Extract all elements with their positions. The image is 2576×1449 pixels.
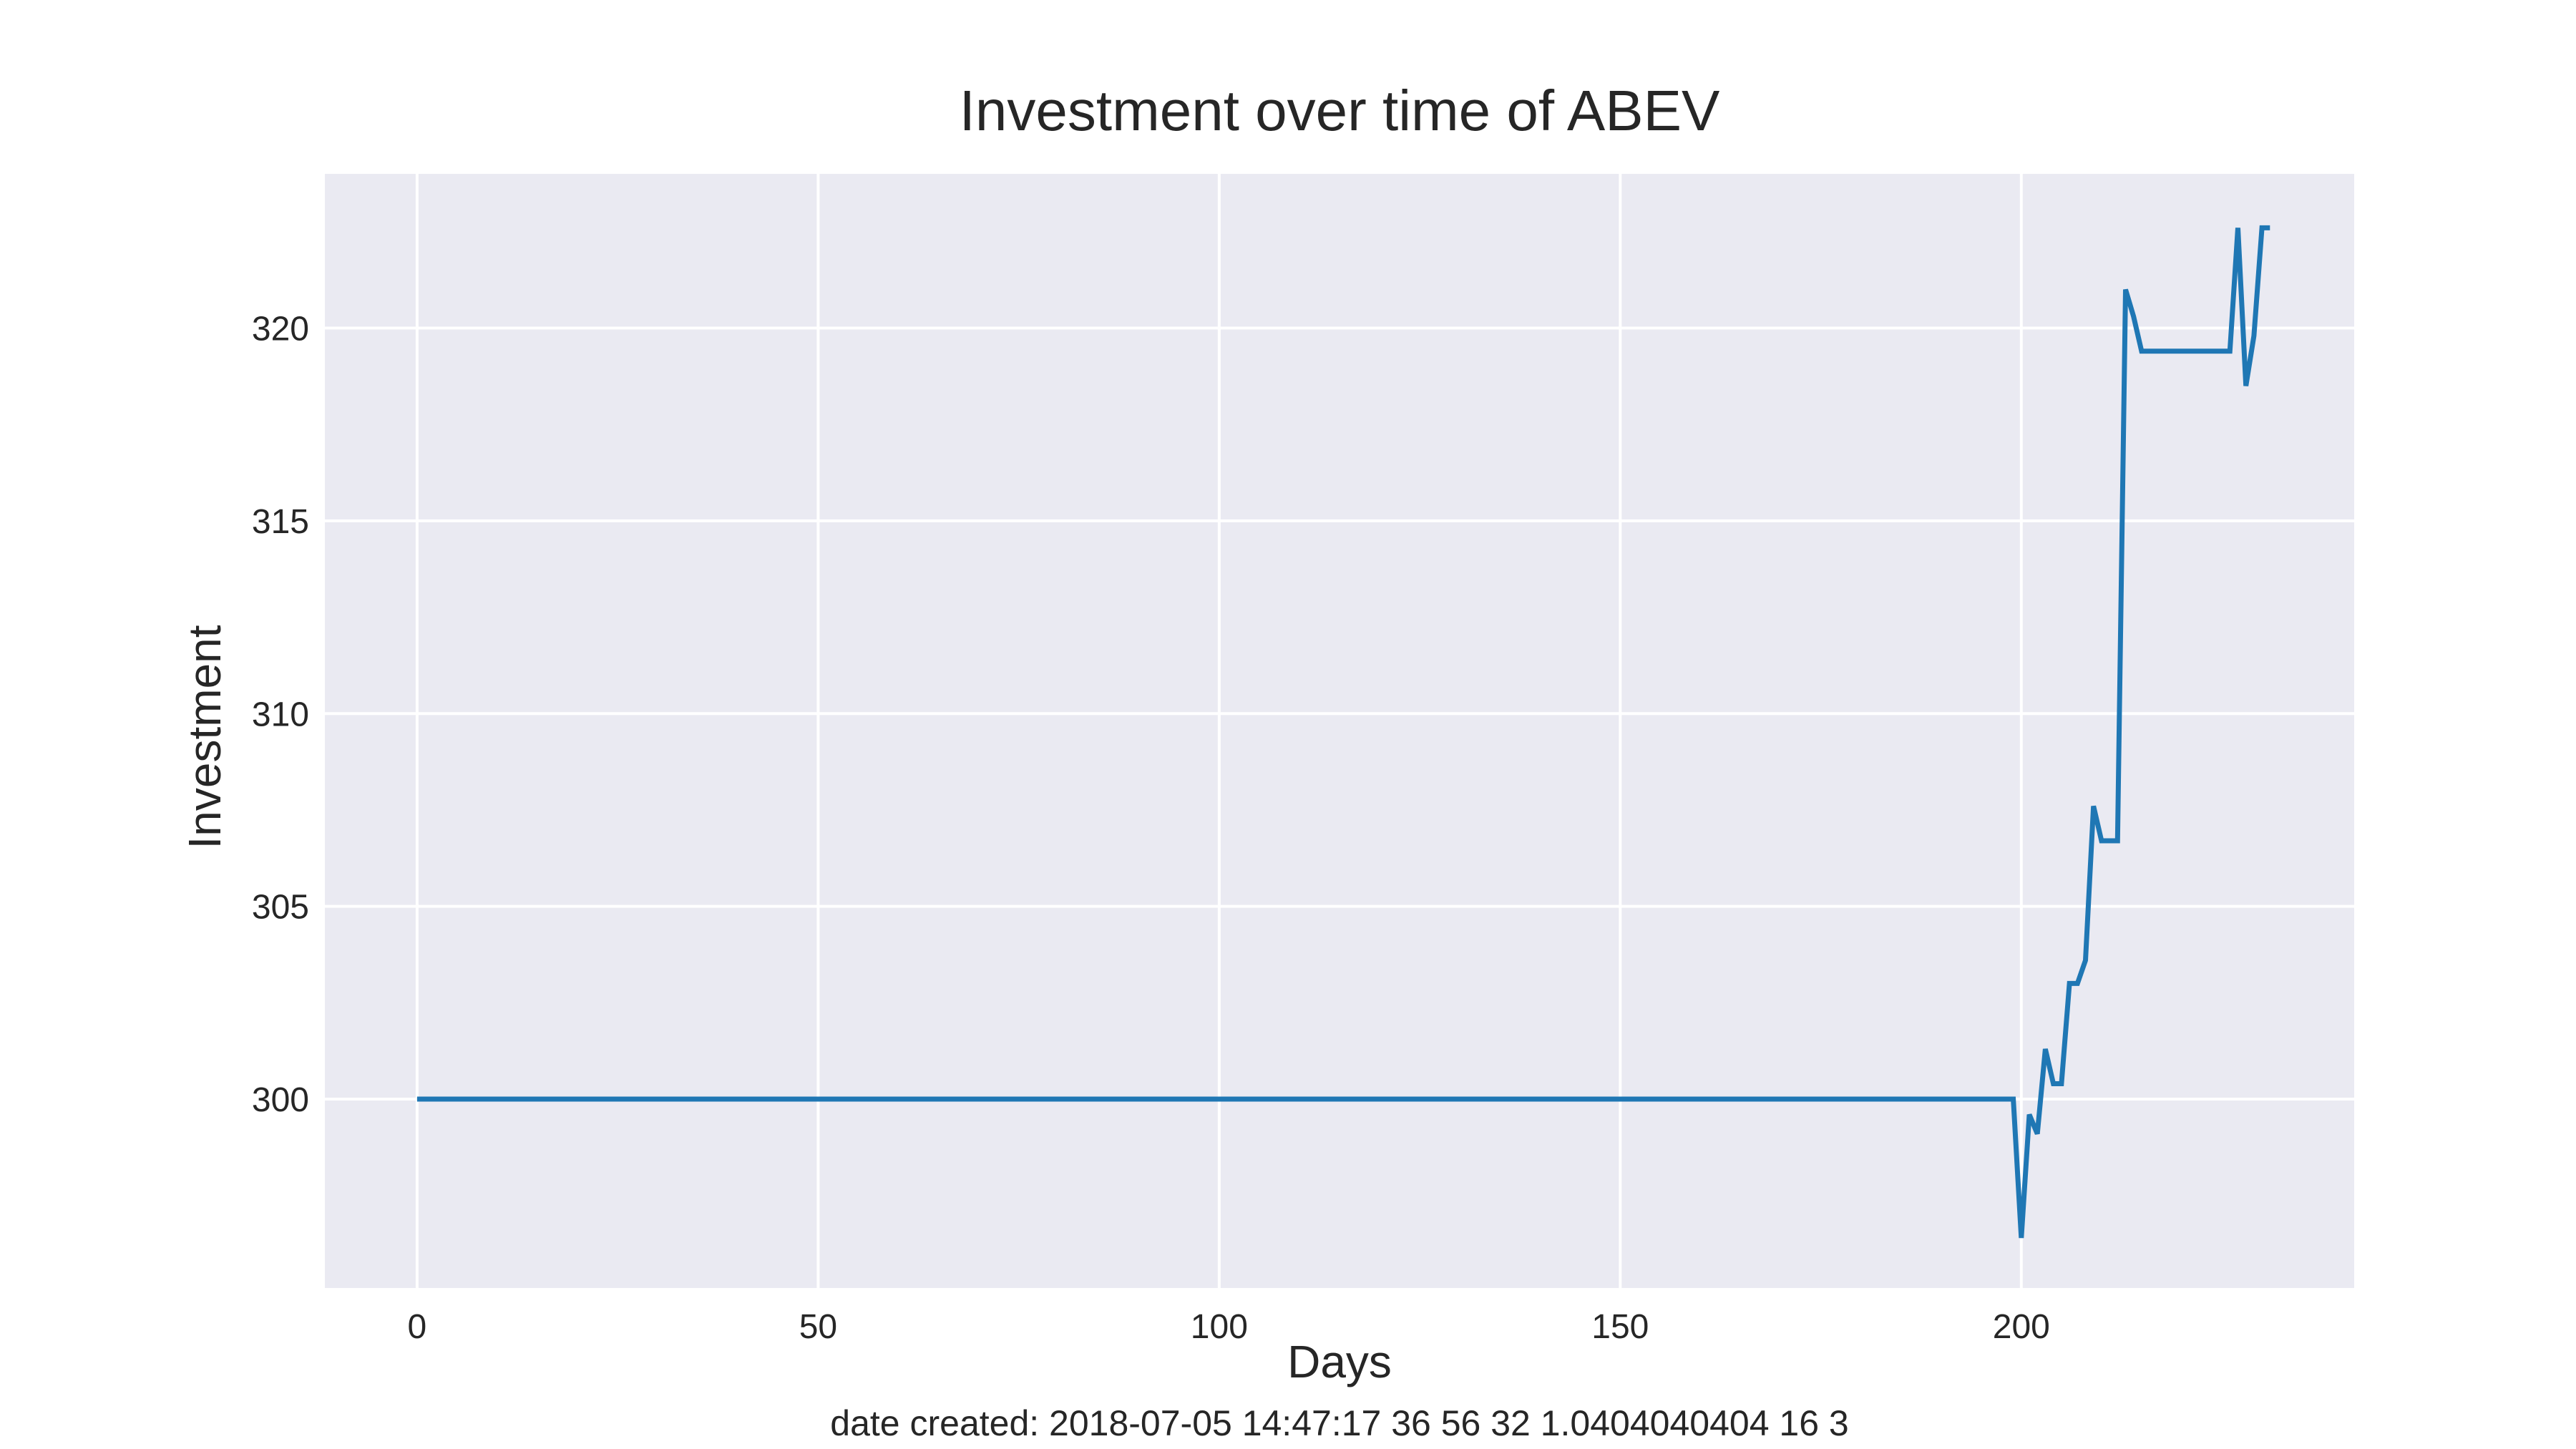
y-axis-label: Investment bbox=[179, 625, 230, 849]
y-tick-label: 300 bbox=[252, 1081, 309, 1119]
y-tick-label: 305 bbox=[252, 889, 309, 927]
y-tick-label: 315 bbox=[252, 503, 309, 541]
chart-title: Investment over time of ABEV bbox=[960, 79, 1720, 142]
tick-labels: 0 50 100 150 200 300 305 310 315 320 bbox=[252, 311, 2050, 1346]
plot-area bbox=[325, 174, 2354, 1288]
x-tick-label: 200 bbox=[1993, 1308, 2050, 1346]
investment-series-line bbox=[416, 225, 2270, 1239]
date-created-footer: date created: 2018-07-05 14:47:17 36 56 … bbox=[830, 1403, 1848, 1443]
x-tick-label: 50 bbox=[799, 1308, 837, 1346]
series-layer bbox=[416, 225, 2270, 1239]
y-tick-label: 310 bbox=[252, 696, 309, 733]
x-tick-label: 0 bbox=[408, 1308, 427, 1346]
y-tick-label: 320 bbox=[252, 311, 309, 348]
x-tick-label: 150 bbox=[1591, 1308, 1649, 1346]
x-axis-label: Days bbox=[1287, 1336, 1392, 1387]
x-tick-label: 100 bbox=[1191, 1308, 1248, 1346]
